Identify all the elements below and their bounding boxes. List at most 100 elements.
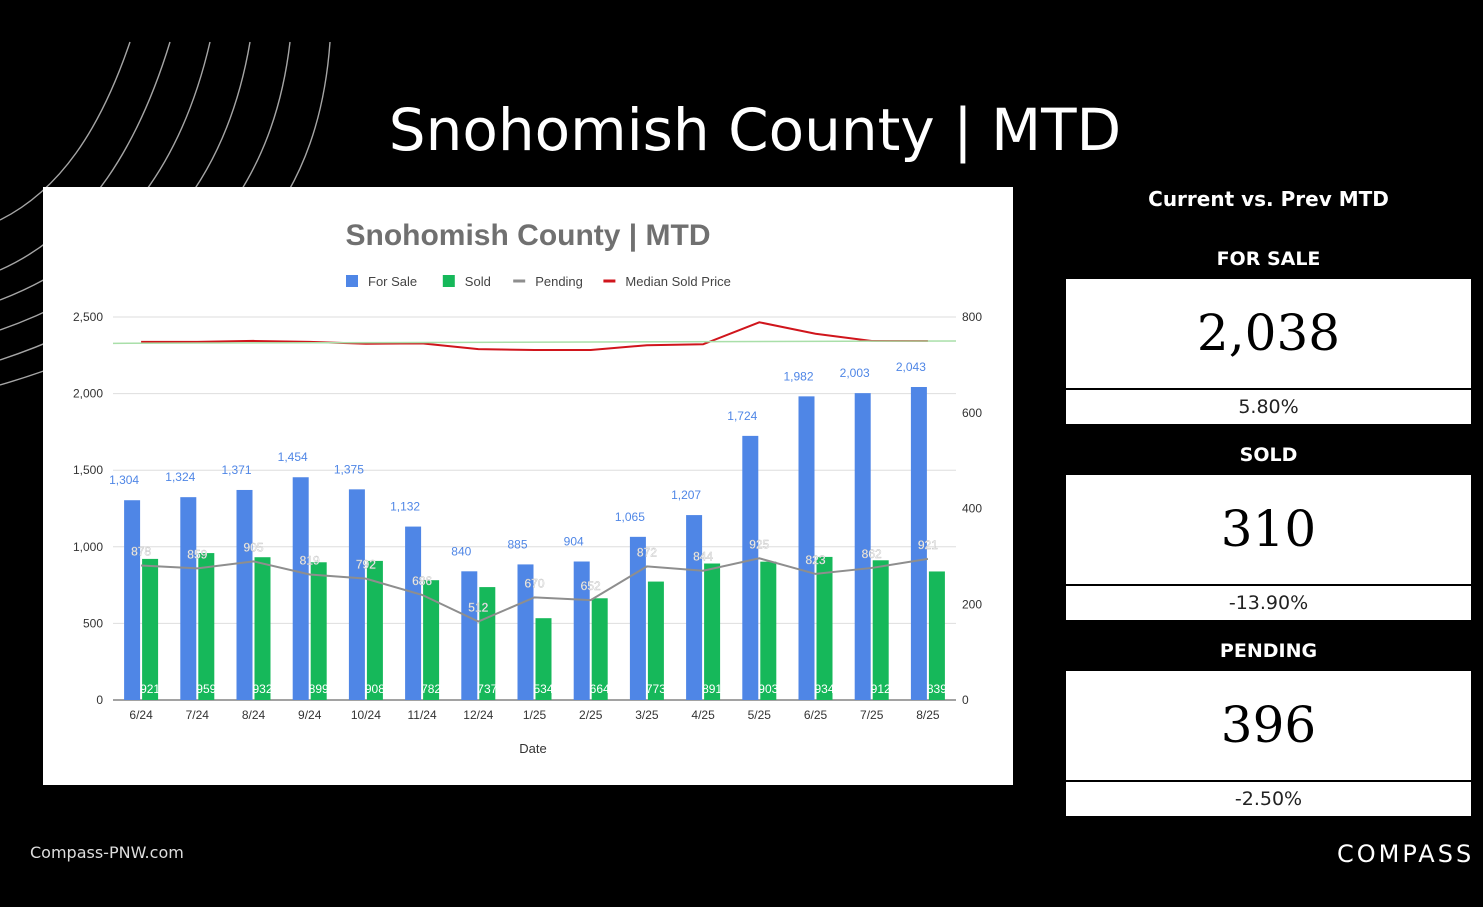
data-label-pending: 844	[693, 550, 713, 564]
bar-for-sale	[180, 497, 197, 700]
data-label-sold: 912	[871, 682, 891, 696]
kpi-label-sold: SOLD	[1239, 444, 1298, 466]
bar-for-sale	[910, 387, 927, 700]
data-label-pending: 670	[524, 576, 544, 590]
bar-sold	[816, 556, 833, 700]
data-label-for-sale: 1,454	[278, 450, 308, 464]
data-label-for-sale: 2,043	[896, 360, 926, 374]
y-tick-label: 1,500	[73, 463, 103, 477]
data-label-for-sale: 840	[451, 544, 471, 558]
x-tick-label: 12/24	[463, 708, 493, 722]
kpi-change-pending: -2.50%	[1066, 782, 1471, 816]
kpi-change-sold: -13.90%	[1066, 586, 1471, 620]
data-label-pending: 686	[412, 574, 432, 588]
legend-swatch-1	[442, 275, 455, 287]
data-label-sold: 534	[533, 682, 553, 696]
data-label-pending: 925	[749, 537, 769, 551]
x-tick-label: 5/25	[748, 708, 772, 722]
bar-sold	[928, 571, 945, 700]
legend-swatch-2	[513, 279, 526, 283]
bar-for-sale	[348, 489, 365, 700]
bar-for-sale	[517, 564, 534, 700]
trendline	[112, 340, 957, 345]
x-tick-label: 11/24	[408, 708, 437, 722]
chart-title: Snohomish County | MTD	[345, 219, 710, 252]
data-label-sold: 664	[590, 682, 610, 696]
footer-url[interactable]: Compass-PNW.com	[30, 843, 184, 862]
combo-chart: Snohomish County | MTD For Sale Sold Pendin…	[73, 219, 982, 756]
bar-sold	[591, 598, 608, 700]
series-line-pending	[141, 557, 929, 623]
data-label-pending: 823	[805, 553, 825, 567]
y-tick-label: 500	[83, 616, 103, 630]
bar-sold	[647, 581, 664, 700]
data-label-sold: 903	[758, 682, 778, 696]
data-label-pending: 792	[356, 558, 376, 572]
bar-for-sale	[573, 561, 590, 700]
y2-tick-label: 600	[962, 406, 982, 420]
data-label-pending: 512	[468, 601, 488, 615]
y-tick-label: 2,500	[73, 310, 103, 324]
data-label-sold: 891	[702, 682, 722, 696]
data-label-pending: 859	[187, 547, 207, 561]
bar-for-sale	[461, 571, 478, 700]
data-label-sold: 908	[365, 682, 385, 696]
x-tick-label: 1/25	[523, 708, 547, 722]
slide-title: Snohomish County | MTD	[388, 96, 1122, 164]
bar-for-sale	[629, 536, 646, 700]
x-tick-label: 7/24	[186, 708, 210, 722]
legend-label-1: Sold	[465, 274, 491, 289]
data-label-for-sale: 1,207	[671, 488, 701, 502]
bar-sold	[704, 563, 721, 700]
legend-label-0: For Sale	[368, 274, 417, 289]
data-label-sold: 839	[927, 682, 947, 696]
data-label-for-sale: 2,003	[840, 366, 870, 380]
data-label-for-sale: 1,065	[615, 510, 645, 524]
chart-panel: Snohomish County | MTD For Sale Sold Pendin…	[43, 187, 1013, 785]
data-label-for-sale: 1,375	[334, 462, 364, 476]
data-label-sold: 921	[140, 682, 160, 696]
x-tick-label: 6/24	[129, 708, 153, 722]
bar-sold	[254, 557, 271, 700]
kpi-label-pending: PENDING	[1219, 640, 1318, 662]
legend-swatch-3	[603, 279, 616, 283]
legend-label-2: Pending	[535, 274, 583, 289]
series-line-median-sold-price	[141, 321, 928, 352]
bar-for-sale	[124, 500, 141, 700]
legend-label-3: Median Sold Price	[625, 274, 731, 289]
x-tick-label: 8/25	[916, 708, 940, 722]
bar-sold	[760, 561, 777, 700]
y-tick-label: 2,000	[73, 387, 103, 401]
bar-for-sale	[686, 515, 703, 700]
kpi-value-for-sale: 2,038	[1066, 279, 1471, 388]
bar-for-sale	[854, 393, 871, 700]
bar-for-sale	[292, 477, 309, 700]
data-label-sold: 773	[646, 682, 666, 696]
kpi-value-sold: 310	[1066, 475, 1471, 584]
bar-for-sale	[798, 396, 815, 700]
data-label-pending: 652	[581, 579, 601, 593]
y-tick-label: 0	[96, 693, 103, 707]
x-tick-label: 6/25	[804, 708, 828, 722]
kpi-value-pending: 396	[1066, 671, 1471, 780]
bar-sold	[142, 558, 159, 700]
bar-sold	[872, 560, 889, 700]
data-label-for-sale: 904	[564, 535, 584, 549]
data-label-for-sale: 1,982	[783, 369, 813, 383]
x-tick-label: 9/24	[298, 708, 322, 722]
y-tick-label: 1,000	[73, 540, 103, 554]
kpi-heading: Current vs. Prev MTD	[1148, 187, 1389, 211]
data-label-for-sale: 1,132	[390, 500, 420, 514]
data-label-for-sale: 1,724	[727, 409, 757, 423]
x-tick-label: 3/25	[635, 708, 659, 722]
data-label-pending: 921	[918, 538, 938, 552]
x-tick-label: 2/25	[579, 708, 603, 722]
data-label-for-sale: 1,304	[109, 473, 139, 487]
bar-for-sale	[236, 489, 253, 700]
bar-sold	[423, 580, 440, 700]
kpi-change-for-sale: 5.80%	[1066, 390, 1471, 424]
data-label-for-sale: 1,324	[165, 470, 195, 484]
bar-sold	[310, 562, 327, 700]
kpi-label-for-sale: FOR SALE	[1216, 248, 1321, 270]
y2-tick-label: 0	[962, 693, 969, 707]
